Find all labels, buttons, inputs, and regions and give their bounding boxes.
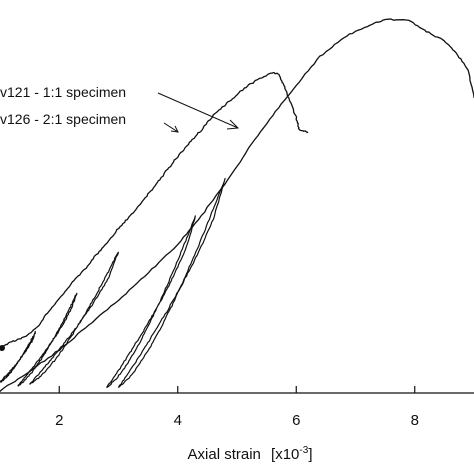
series-v126-loops xyxy=(106,177,226,389)
legend-arrow-v121 xyxy=(157,92,240,130)
x-tick-label: 2 xyxy=(55,412,63,429)
x-tick-label: 8 xyxy=(411,412,419,429)
x-axis-label: Axial strain [x10-3] xyxy=(188,445,313,463)
series-v121-curve xyxy=(0,71,309,349)
series-v121-start-marker xyxy=(0,345,5,352)
legend-entry-v121: v121 - 1:1 specimen xyxy=(0,84,126,100)
x-axis-ticks: 2 4 6 8 xyxy=(55,386,419,429)
legend-arrow-v126 xyxy=(163,122,179,133)
x-tick-label: 6 xyxy=(292,412,300,429)
series-v121-loops xyxy=(0,251,119,387)
legend-entry-v126: v126 - 2:1 specimen xyxy=(0,111,126,127)
plot-area xyxy=(0,18,474,393)
x-tick-label: 4 xyxy=(174,412,182,429)
series-v126-curve xyxy=(0,18,474,393)
legend: v121 - 1:1 specimen v126 - 2:1 specimen xyxy=(0,84,240,133)
